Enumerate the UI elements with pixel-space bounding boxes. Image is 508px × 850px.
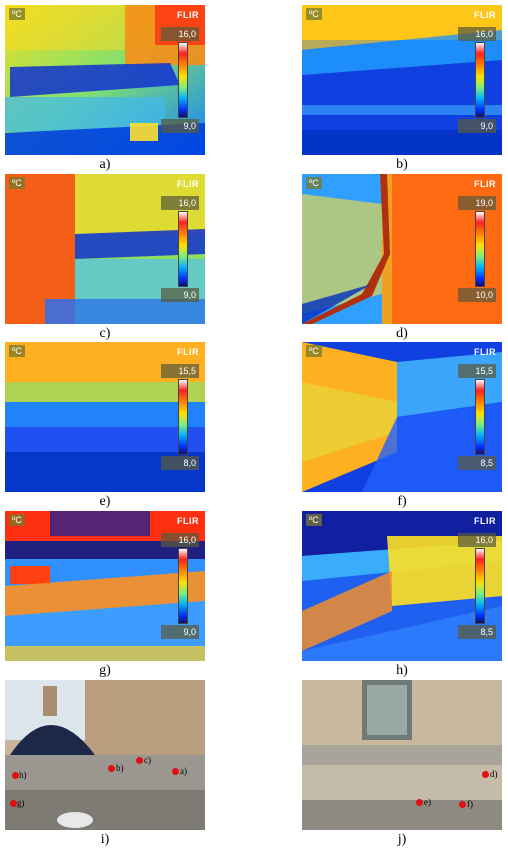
temperature-scale: 16,0 9,0: [161, 533, 199, 639]
temperature-scale: 16,0 9,0: [458, 27, 496, 133]
caption-f: f): [397, 494, 407, 509]
scale-max: 16,0: [161, 533, 199, 547]
unit-label: ºC: [9, 177, 25, 189]
unit-label: ºC: [306, 345, 322, 357]
flir-logo: FLIR: [474, 10, 496, 20]
marker-label: e): [424, 797, 431, 807]
caption-c: c): [99, 326, 111, 341]
flir-logo: FLIR: [474, 179, 496, 189]
scale-min: 9,0: [458, 119, 496, 133]
caption-g: g): [99, 663, 111, 678]
flir-logo: FLIR: [474, 347, 496, 357]
thermal-image-f: ºC FLIR 15,5 8,5: [302, 342, 502, 492]
marker-label: h): [19, 770, 27, 780]
marker-dot: [459, 801, 466, 808]
thermal-image-b: ºC FLIR 16,0 9,0: [302, 5, 502, 155]
flir-logo: FLIR: [177, 179, 199, 189]
unit-label: ºC: [9, 514, 25, 526]
color-bar: [475, 379, 485, 455]
temperature-scale: 16,0 8,5: [458, 533, 496, 639]
color-bar: [178, 548, 188, 624]
thermal-image-h: ºC FLIR 16,0 8,5: [302, 511, 502, 661]
marker-label: b): [116, 763, 124, 773]
scale-min: 9,0: [161, 288, 199, 302]
color-bar: [475, 211, 485, 287]
caption-b: b): [396, 157, 408, 172]
thermal-image-g: ºC FLIR 16,0 9,0: [5, 511, 205, 661]
color-bar: [475, 548, 485, 624]
scale-max: 15,5: [458, 364, 496, 378]
marker-dot: [172, 768, 179, 775]
scale-min: 10,0: [458, 288, 496, 302]
marker-label: f): [467, 799, 473, 809]
marker-label: g): [17, 798, 25, 808]
temperature-scale: 16,0 9,0: [161, 196, 199, 302]
temperature-scale: 15,5 8,5: [458, 364, 496, 470]
flir-logo: FLIR: [177, 10, 199, 20]
unit-label: ºC: [306, 8, 322, 20]
marker-label: d): [490, 769, 498, 779]
marker-dot: [416, 799, 423, 806]
marker-dot: [108, 765, 115, 772]
temperature-scale: 15,5 8,0: [161, 364, 199, 470]
flir-logo: FLIR: [177, 516, 199, 526]
unit-label: ºC: [9, 345, 25, 357]
caption-a: a): [99, 157, 111, 172]
caption-i: i): [100, 832, 110, 847]
color-bar: [178, 379, 188, 455]
caption-j: j): [397, 832, 407, 847]
scale-max: 15,5: [161, 364, 199, 378]
thermal-image-a: ºC FLIR 16,0 9,0: [5, 5, 205, 155]
marker-dot: [482, 771, 489, 778]
thermal-image-c: ºC FLIR 16,0 9,0: [5, 174, 205, 324]
temperature-scale: 19,0 10,0: [458, 196, 496, 302]
photo-i: h) b) c) a) g): [5, 680, 205, 830]
color-bar: [178, 211, 188, 287]
scale-min: 8,5: [458, 625, 496, 639]
scale-min: 9,0: [161, 119, 199, 133]
caption-d: d): [396, 326, 408, 341]
marker-dot: [136, 757, 143, 764]
marker-label: c): [144, 755, 151, 765]
marker-dot: [12, 772, 19, 779]
caption-e: e): [99, 494, 111, 509]
flir-logo: FLIR: [177, 347, 199, 357]
caption-h: h): [396, 663, 408, 678]
thermal-image-d: ºC FLIR 19,0 10,0: [302, 174, 502, 324]
temperature-scale: 16,0 9,0: [161, 27, 199, 133]
scale-min: 8,5: [458, 456, 496, 470]
scale-max: 19,0: [458, 196, 496, 210]
unit-label: ºC: [306, 177, 322, 189]
scale-max: 16,0: [161, 196, 199, 210]
thermal-image-e: ºC FLIR 15,5 8,0: [5, 342, 205, 492]
scale-min: 9,0: [161, 625, 199, 639]
flir-logo: FLIR: [474, 516, 496, 526]
marker-dot: [10, 800, 17, 807]
photo-j: d) e) f): [302, 680, 502, 830]
scale-min: 8,0: [161, 456, 199, 470]
color-bar: [475, 42, 485, 118]
unit-label: ºC: [9, 8, 25, 20]
marker-label: a): [180, 766, 187, 776]
scale-max: 16,0: [458, 533, 496, 547]
unit-label: ºC: [306, 514, 322, 526]
scale-max: 16,0: [458, 27, 496, 41]
color-bar: [178, 42, 188, 118]
scale-max: 16,0: [161, 27, 199, 41]
